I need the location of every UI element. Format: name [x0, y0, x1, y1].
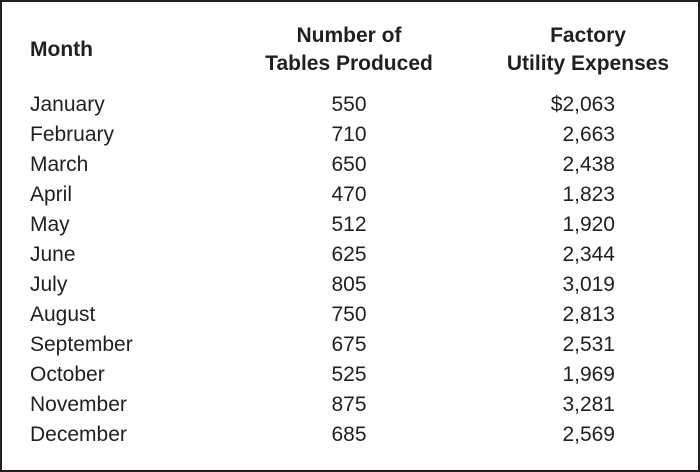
- tables-produced-cell: 470: [331, 183, 367, 206]
- utility-expense-cell: 2,531: [562, 333, 615, 356]
- tables-produced-cell: 525: [331, 363, 367, 386]
- table-row: March 650 2,438: [2, 150, 698, 180]
- utility-expense-cell: $2,063: [550, 93, 615, 116]
- header-tables-line1: Number of: [296, 24, 402, 47]
- utility-expense-cell: 2,663: [562, 123, 615, 146]
- month-cell: January: [30, 93, 105, 116]
- utility-expense-cell: 1,969: [562, 363, 615, 386]
- table-row: August 750 2,813: [2, 300, 698, 330]
- utility-expense-cell: 2,344: [562, 243, 615, 266]
- utility-expense-cell: 2,569: [562, 423, 615, 446]
- month-cell: April: [30, 183, 73, 206]
- header-expenses-line2: Utility Expenses: [506, 52, 670, 75]
- month-cell: May: [30, 213, 70, 236]
- tables-produced-cell: 625: [331, 243, 367, 266]
- month-cell: March: [30, 153, 89, 176]
- table-row: April 470 1,823: [2, 180, 698, 210]
- month-cell: August: [30, 303, 96, 326]
- month-cell: November: [30, 393, 127, 416]
- month-cell: February: [30, 123, 115, 146]
- header-row: Month Number of Tables Produced Factory …: [2, 22, 698, 90]
- table-row: December 685 2,569: [2, 420, 698, 450]
- tables-produced-cell: 805: [331, 273, 367, 296]
- utility-expense-cell: 1,823: [562, 183, 615, 206]
- month-cell: October: [30, 363, 105, 386]
- tables-produced-cell: 550: [331, 93, 367, 116]
- utility-expense-cell: 1,920: [562, 213, 615, 236]
- month-cell: September: [30, 333, 133, 356]
- table-row: September 675 2,531: [2, 330, 698, 360]
- tables-produced-cell: 512: [331, 213, 367, 236]
- table-row: October 525 1,969: [2, 360, 698, 390]
- utility-expense-cell: 3,281: [562, 393, 615, 416]
- table-row: July 805 3,019: [2, 270, 698, 300]
- header-factory-utility-expenses: Factory Utility Expenses: [478, 22, 698, 90]
- table-row: February 710 2,663: [2, 120, 698, 150]
- utility-expense-cell: 3,019: [562, 273, 615, 296]
- utility-expense-cell: 2,438: [562, 153, 615, 176]
- header-expenses-line1: Factory: [550, 24, 626, 47]
- tables-produced-cell: 650: [331, 153, 367, 176]
- monthly-production-expense-table: Month Number of Tables Produced Factory …: [2, 22, 698, 450]
- month-cell: June: [30, 243, 76, 266]
- month-cell: July: [30, 273, 68, 296]
- header-tables-produced: Number of Tables Produced: [220, 22, 478, 90]
- header-tables-line2: Tables Produced: [265, 52, 433, 75]
- header-month: Month: [30, 38, 93, 61]
- table-row: November 875 3,281: [2, 390, 698, 420]
- tables-produced-cell: 875: [331, 393, 367, 416]
- tables-produced-cell: 750: [331, 303, 367, 326]
- table-row: January 550 $2,063: [2, 90, 698, 120]
- tables-produced-cell: 675: [331, 333, 367, 356]
- tables-produced-cell: 685: [331, 423, 367, 446]
- table-row: June 625 2,344: [2, 240, 698, 270]
- utility-expense-cell: 2,813: [562, 303, 615, 326]
- month-cell: December: [30, 423, 127, 446]
- tables-produced-cell: 710: [331, 123, 367, 146]
- table-row: May 512 1,920: [2, 210, 698, 240]
